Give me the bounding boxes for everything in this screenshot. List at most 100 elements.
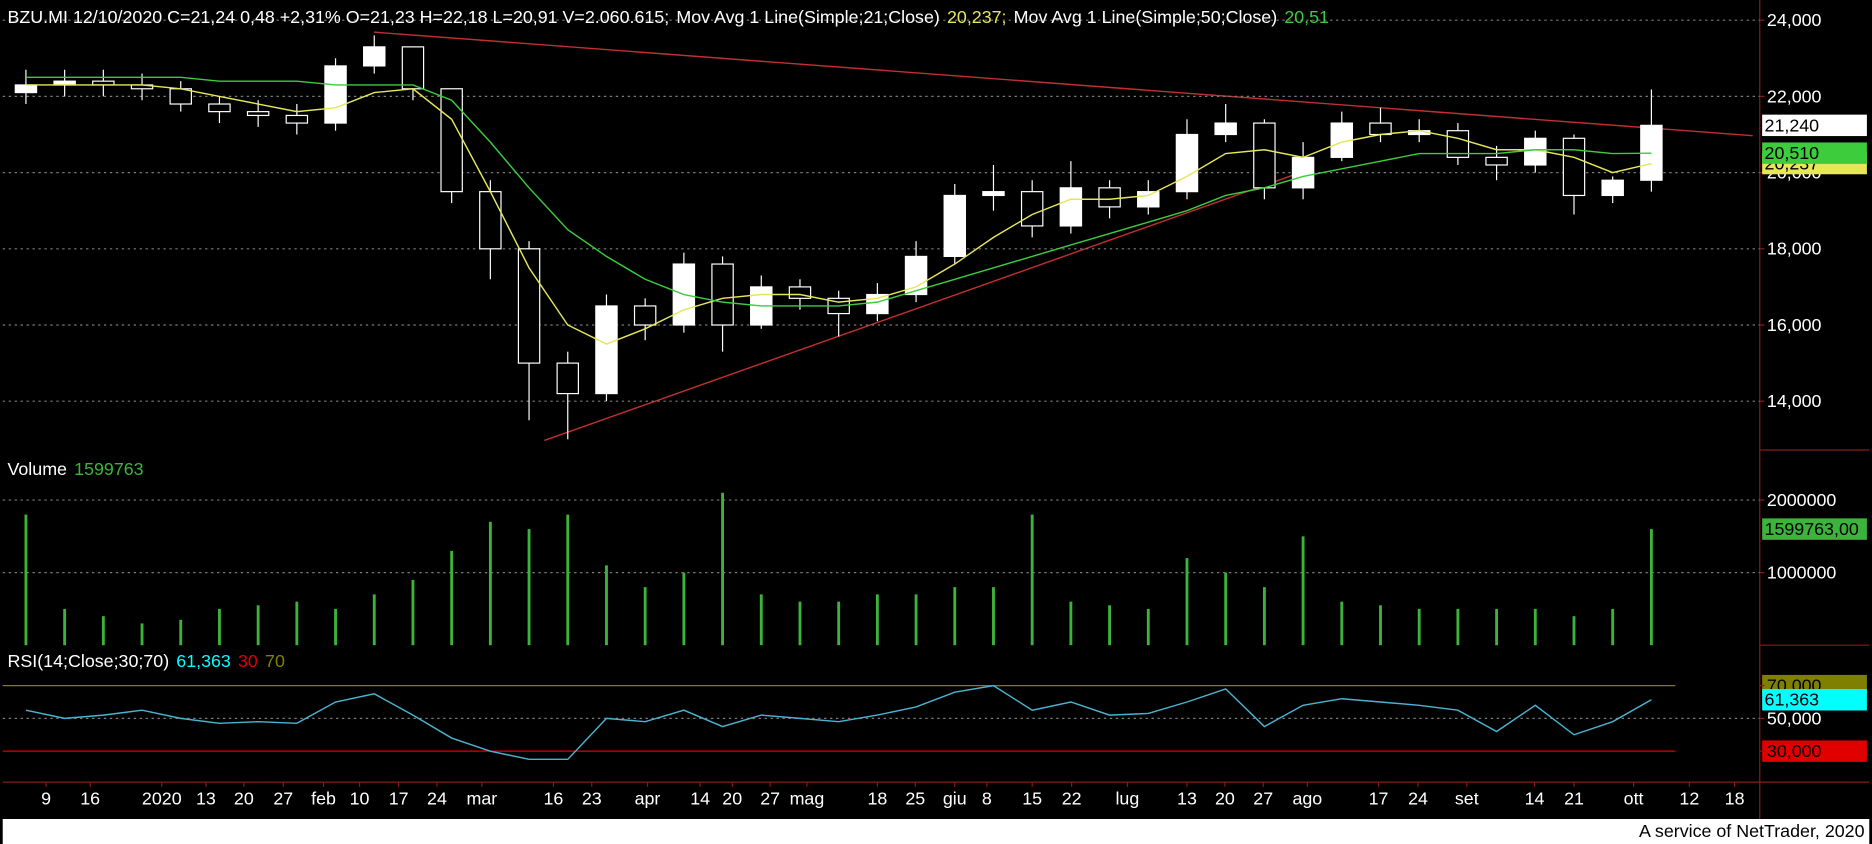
x-tick-label: 8 xyxy=(982,789,992,809)
trendline xyxy=(374,31,1753,137)
moving-average xyxy=(25,76,1652,307)
volume-bar xyxy=(1611,608,1615,646)
panel-title: RSI(14;Close;30;70) xyxy=(7,651,169,671)
candle-body xyxy=(440,88,463,193)
volume-bar xyxy=(24,514,28,646)
candle-body xyxy=(517,248,541,364)
candle-body xyxy=(633,305,657,326)
volume-bar xyxy=(953,587,957,646)
x-tick-label: 17 xyxy=(389,789,409,809)
ticker-info: BZU.MI 12/10/2020 C=21,24 0,48 +2,31% O=… xyxy=(7,7,669,27)
volume-bar xyxy=(914,594,918,646)
x-tick-label: 20 xyxy=(722,789,742,809)
x-tick-label: 20 xyxy=(234,789,254,809)
volume-bar xyxy=(1301,536,1305,646)
moving-average xyxy=(25,84,1652,345)
x-tick-label: 24 xyxy=(1408,789,1428,809)
volume-bar xyxy=(1185,558,1189,646)
volume-bar xyxy=(179,619,183,646)
candle-body xyxy=(324,65,347,124)
candle-body xyxy=(1175,133,1199,193)
volume-bar xyxy=(295,601,299,646)
y-tick-label: 30,000 xyxy=(1767,741,1822,761)
candle-body xyxy=(1253,122,1276,189)
rsi-axis-label-box xyxy=(1762,689,1867,711)
candle-body xyxy=(943,194,967,258)
rsi-line xyxy=(25,684,1652,761)
close-axis-label-box xyxy=(1762,114,1867,137)
volume-bar xyxy=(63,608,67,646)
volume-bar xyxy=(1649,529,1653,646)
candle-body xyxy=(285,114,309,124)
x-tick-label: ott xyxy=(1624,789,1644,809)
candle-body xyxy=(711,263,734,326)
volume-bar xyxy=(1495,608,1499,646)
close-axis-label: 21,240 xyxy=(1765,115,1820,135)
y-tick-label: 24,000 xyxy=(1767,10,1822,30)
volume-bar xyxy=(566,514,570,646)
candle-body xyxy=(866,293,889,315)
volume-axis-label: 1599763,00 xyxy=(1765,519,1859,539)
x-tick-label: 16 xyxy=(544,789,564,809)
volume-bar xyxy=(1417,608,1421,646)
level-label: 30 xyxy=(238,651,258,671)
volume-bar xyxy=(1456,608,1460,646)
candle-body xyxy=(1137,191,1160,208)
legend-name: Mov Avg 1 Line(Simple;50;Close) xyxy=(1014,7,1277,27)
candle-body xyxy=(1059,187,1083,227)
volume-bar xyxy=(256,605,260,646)
trendline xyxy=(544,171,1301,442)
volume-bar xyxy=(1224,572,1228,646)
volume-bar xyxy=(372,594,376,646)
x-tick-label: 13 xyxy=(1177,789,1197,809)
legend-value: 20,237; xyxy=(947,7,1007,27)
candle-body xyxy=(363,46,386,67)
y-tick-label: 2000000 xyxy=(1767,490,1837,510)
x-tick-label: apr xyxy=(635,789,661,809)
panel-title: Volume xyxy=(7,459,67,479)
y-tick-box xyxy=(1762,740,1867,762)
volume-bar xyxy=(1572,616,1576,646)
candle-body xyxy=(1214,122,1237,136)
x-tick-label: 15 xyxy=(1022,789,1042,809)
volume-bar xyxy=(1262,587,1266,646)
volume-bar xyxy=(488,521,492,646)
volume-bar xyxy=(140,623,144,646)
volume-bar xyxy=(411,579,415,646)
panel-header: BZU.MI 12/10/2020 C=21,24 0,48 +2,31% O=… xyxy=(7,7,1329,27)
x-tick-label: 18 xyxy=(867,789,887,809)
x-tick-label: 13 xyxy=(196,789,216,809)
x-tick-label: lug xyxy=(1115,789,1139,809)
y-tick-label: 22,000 xyxy=(1767,86,1822,106)
volume-bar xyxy=(1146,608,1150,646)
volume-bar xyxy=(1379,605,1382,646)
volume-bar xyxy=(875,594,879,646)
volume-bar xyxy=(992,587,995,646)
legend-value: 61,363 xyxy=(176,651,231,671)
candle-body xyxy=(556,362,579,395)
candle-body xyxy=(401,46,425,90)
volume-bar xyxy=(1030,514,1034,646)
volume-bar xyxy=(682,572,686,646)
candle-body xyxy=(246,111,270,117)
candle-body xyxy=(1098,187,1121,208)
volume-bar xyxy=(450,550,454,646)
footer-text: A service of NetTrader, 2020 xyxy=(1639,821,1865,841)
legend-value: 20,51 xyxy=(1284,7,1329,27)
x-tick-label: set xyxy=(1455,789,1479,809)
level-label: 70 xyxy=(265,651,285,671)
rsi-axis-label: 61,363 xyxy=(1765,690,1820,710)
x-tick-label: ago xyxy=(1292,789,1322,809)
x-tick-label: 20 xyxy=(1215,789,1235,809)
volume-bar xyxy=(101,616,105,646)
x-tick-label: 24 xyxy=(427,789,447,809)
candle-body xyxy=(788,286,812,299)
volume-bar xyxy=(218,608,221,646)
candle-body xyxy=(904,255,928,296)
volume-bar xyxy=(798,601,802,646)
x-tick-label: 14 xyxy=(690,789,710,809)
x-tick-label: 17 xyxy=(1369,789,1389,809)
x-tick-label: 25 xyxy=(905,789,925,809)
volume-bar xyxy=(1069,601,1073,646)
